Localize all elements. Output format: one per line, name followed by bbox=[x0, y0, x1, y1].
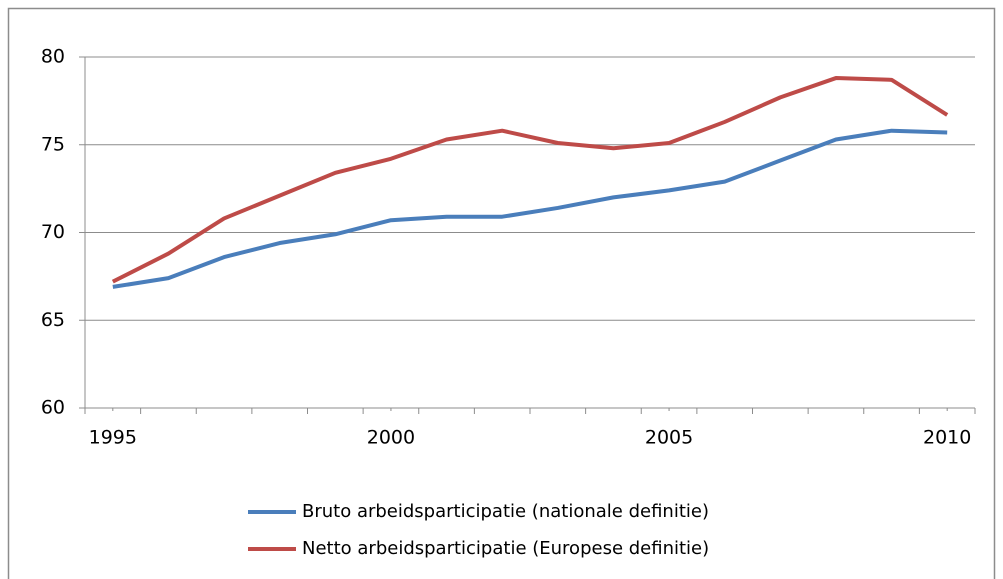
chart-frame bbox=[7, 7, 996, 579]
y-tick-label: 80 bbox=[41, 46, 65, 68]
legend-label: Bruto arbeidsparticipatie (nationale def… bbox=[302, 501, 709, 522]
data-line bbox=[111, 76, 949, 284]
x-tick-label: 2005 bbox=[645, 427, 693, 449]
y-tick-label: 70 bbox=[41, 221, 65, 243]
y-tick-label: 75 bbox=[41, 133, 65, 155]
x-tick-label: 2000 bbox=[367, 427, 415, 449]
data-line bbox=[112, 128, 948, 289]
legend-label: Netto arbeidsparticipatie (Europese defi… bbox=[302, 538, 709, 559]
y-tick-label: 65 bbox=[41, 309, 65, 331]
x-tick-label: 1995 bbox=[89, 427, 137, 449]
x-tick-label: 2010 bbox=[923, 427, 971, 449]
y-tick-label: 60 bbox=[41, 397, 65, 419]
